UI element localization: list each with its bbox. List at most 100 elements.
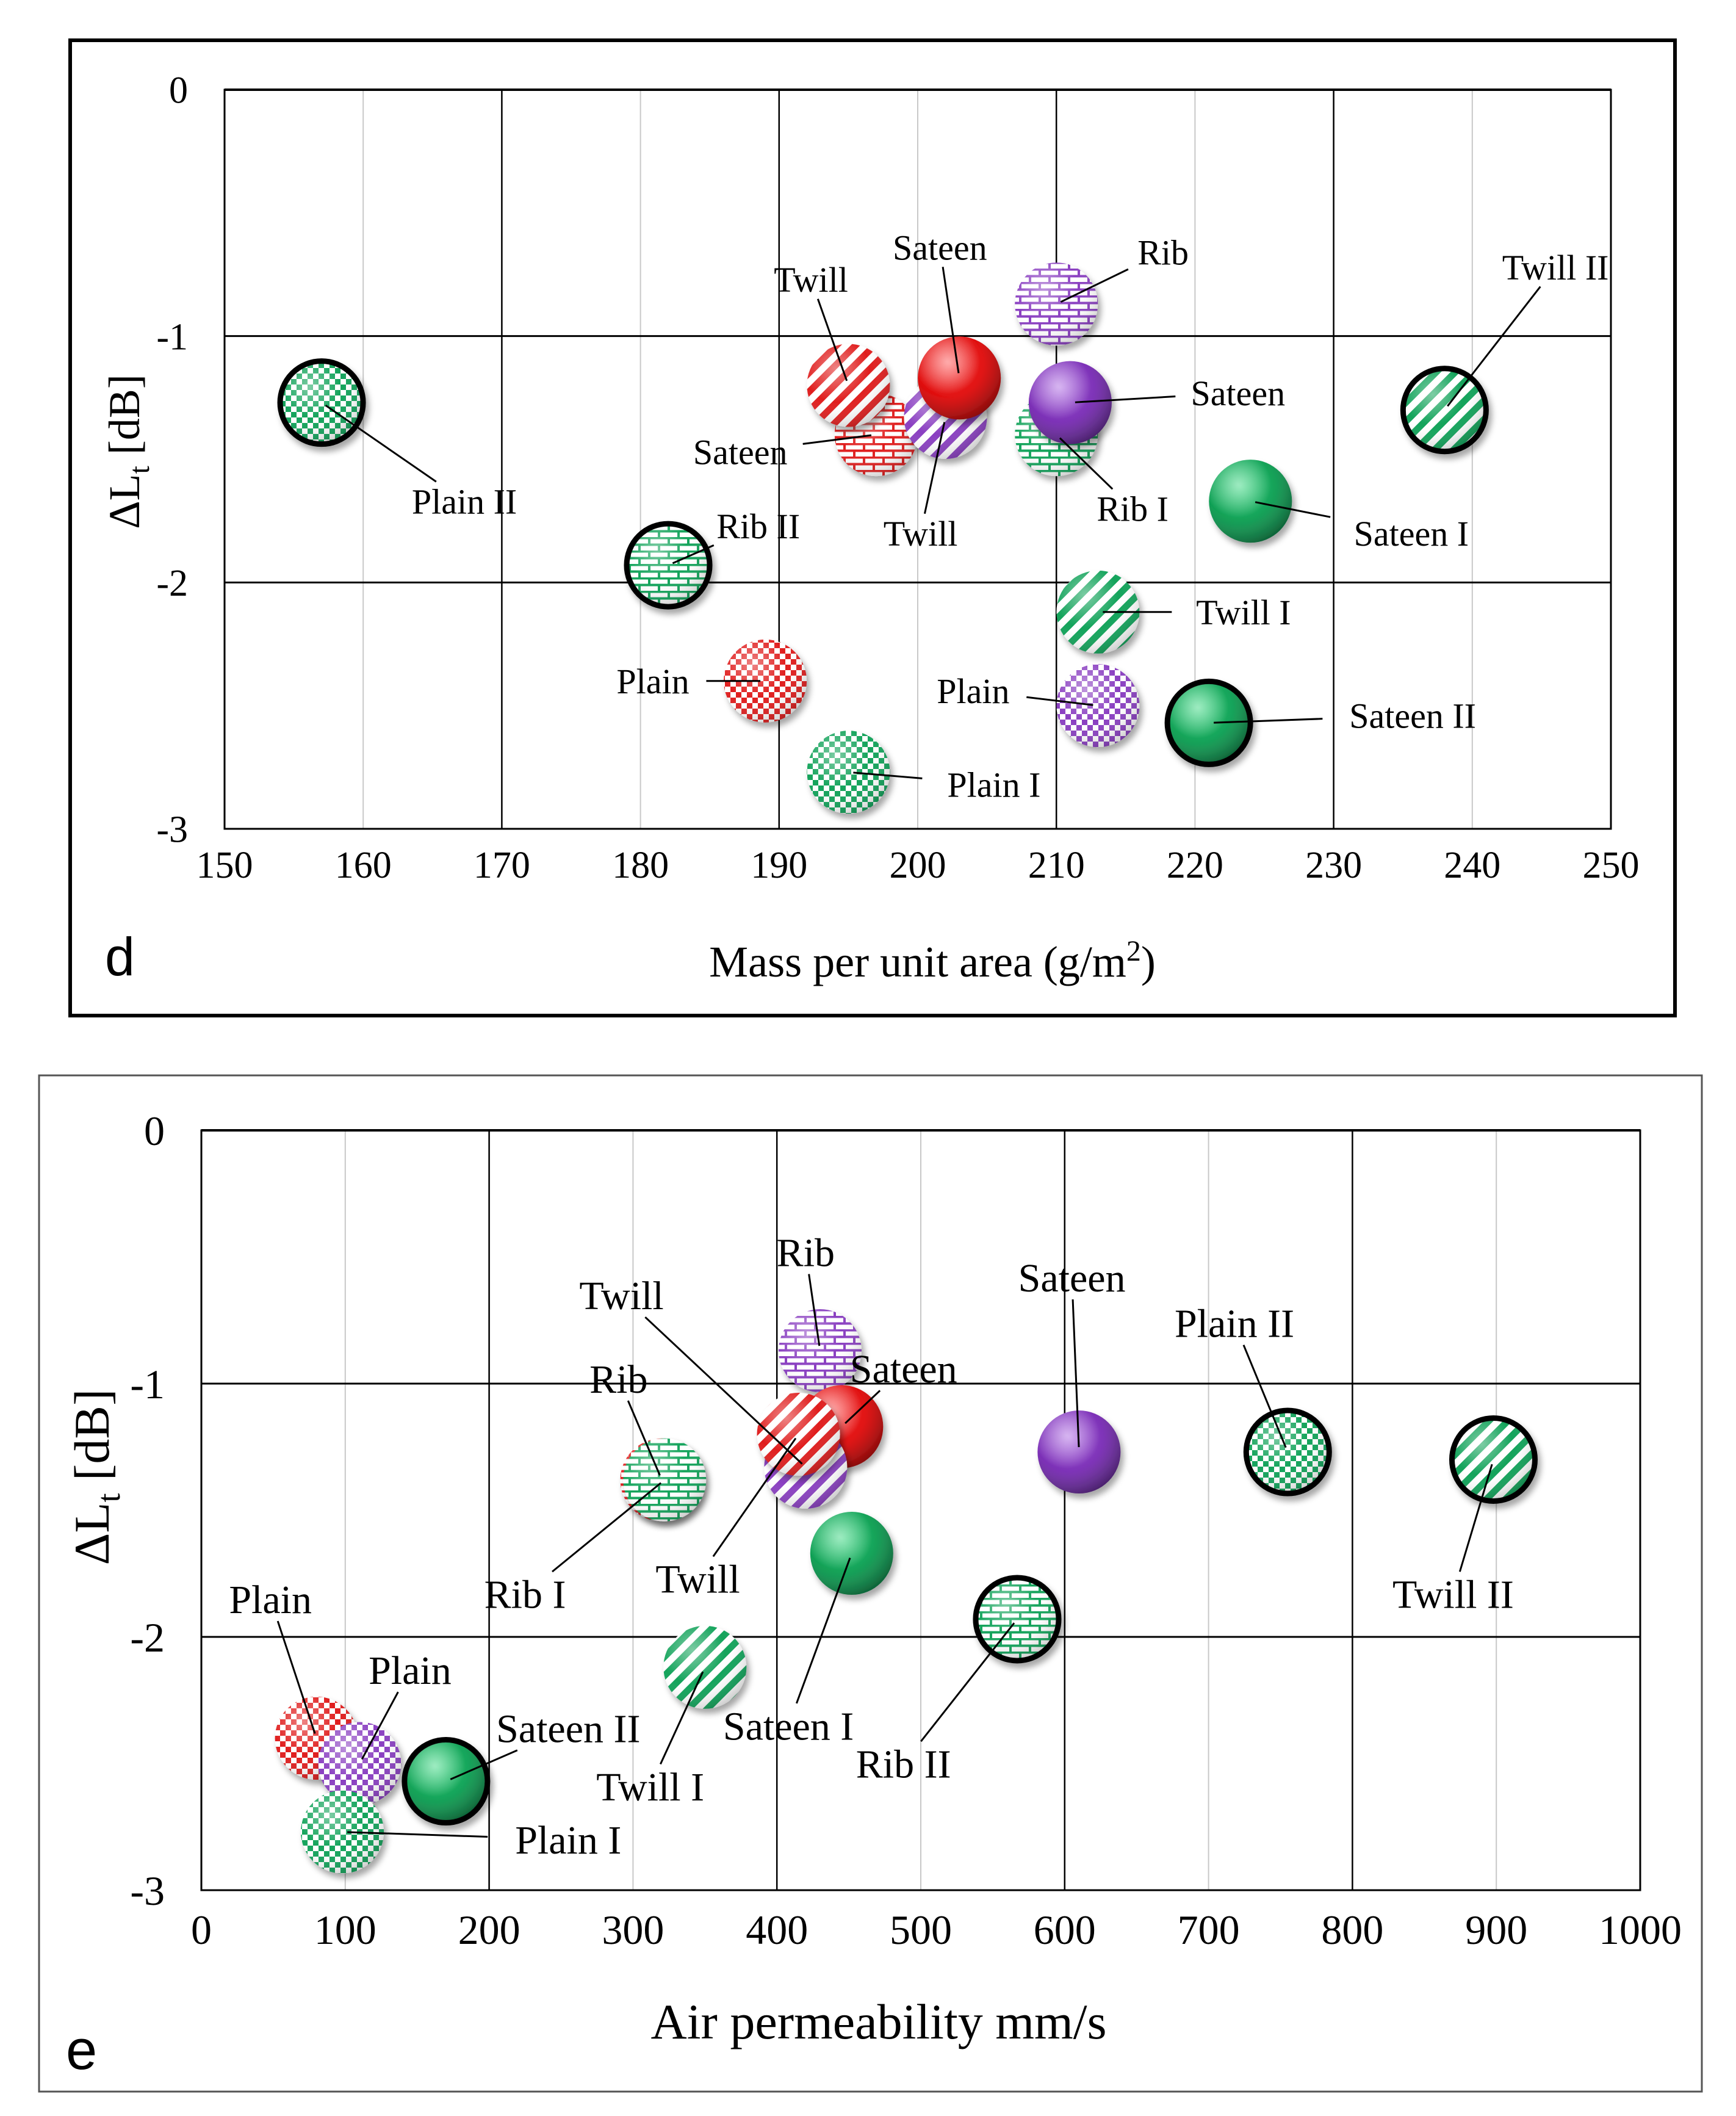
data-label: Plain I <box>947 765 1040 805</box>
data-label: Plain <box>616 662 689 701</box>
x-tick-label: 0 <box>191 1907 212 1953</box>
data-point-shine <box>1056 570 1140 654</box>
data-point-shine <box>1405 370 1484 449</box>
data-point <box>1400 366 1489 455</box>
y-tick-label: 0 <box>169 70 188 112</box>
label-leader-line <box>347 1831 488 1838</box>
label-leader-line <box>1071 1299 1080 1448</box>
x-tick-label: 200 <box>890 845 946 886</box>
data-point <box>1243 1407 1332 1497</box>
x-tick-label: 500 <box>890 1907 952 1953</box>
data-label: Plain I <box>515 1818 621 1863</box>
label-leader-line <box>712 1437 797 1558</box>
data-point-shine <box>918 336 1001 420</box>
label-leader-line <box>276 1620 316 1734</box>
data-point-shine <box>1015 262 1098 346</box>
x-tick-label: 170 <box>474 845 530 886</box>
data-label: Twill I <box>596 1765 704 1810</box>
data-label: Rib <box>1137 233 1189 273</box>
data-point <box>1015 262 1098 346</box>
x-tick-label: 200 <box>458 1907 520 1953</box>
data-point-shine <box>623 1438 707 1522</box>
data-point-shine <box>778 1309 862 1393</box>
data-point <box>1164 678 1253 767</box>
data-label: Rib <box>777 1230 835 1275</box>
label-leader-line <box>808 1274 821 1346</box>
data-point <box>1209 460 1292 543</box>
data-point-shine <box>318 1722 402 1805</box>
data-point <box>1028 361 1112 444</box>
data-label: Plain II <box>412 482 517 521</box>
data-point-shine <box>663 1625 747 1709</box>
y-axis-title: ΔLt [dB] <box>64 1389 127 1565</box>
x-tick-label: 210 <box>1028 845 1085 886</box>
label-leader-line <box>644 1316 803 1465</box>
chart-panel-e: 0 100 200 300 400 500 600 700 800 900 10000-1-2-3 … <box>64 1108 1682 2081</box>
data-point-shine <box>724 639 807 723</box>
data-point-shine <box>1454 1420 1533 1499</box>
x-axis-title: Mass per unit area (g/m2) <box>709 935 1156 986</box>
data-point <box>1056 664 1140 748</box>
label-leader-line <box>920 1622 1015 1742</box>
data-point-shine <box>1209 460 1292 543</box>
data-point-shine <box>406 1742 485 1821</box>
label-leader-line <box>325 404 437 483</box>
data-point <box>1056 570 1140 654</box>
y-tick-label: -2 <box>156 563 188 604</box>
data-label: Twill <box>655 1558 740 1602</box>
data-label: Twill II <box>1392 1573 1514 1617</box>
x-tick-label: 300 <box>602 1907 664 1953</box>
data-label: Sateen <box>1018 1256 1126 1301</box>
data-point <box>1449 1415 1538 1504</box>
panel-label-d: d <box>105 926 135 987</box>
data-point-shine <box>807 344 890 427</box>
data-label: Twill <box>774 260 848 300</box>
label-leader-line <box>660 1671 704 1765</box>
label-leader-line <box>1060 268 1129 303</box>
label-leader-line <box>845 1390 881 1425</box>
label-leader-line <box>361 1691 399 1760</box>
data-label: Sateen I <box>1354 514 1469 554</box>
data-point <box>778 1309 862 1393</box>
x-tick-label: 900 <box>1465 1907 1527 1953</box>
x-tick-label: 100 <box>314 1907 376 1953</box>
label-leader-line <box>853 771 923 779</box>
data-label: Sateen <box>850 1347 957 1392</box>
data-label: Plain <box>369 1648 452 1693</box>
label-leader-line <box>1242 1345 1287 1448</box>
x-tick-label: 700 <box>1178 1907 1240 1953</box>
data-label: Sateen II <box>496 1707 640 1752</box>
data-point <box>623 1438 707 1522</box>
label-leader-line <box>1026 696 1093 706</box>
x-tick-label: 250 <box>1583 845 1640 886</box>
x-tick-label: 1000 <box>1599 1907 1682 1953</box>
data-point <box>757 1393 840 1476</box>
plot-area-border <box>200 1129 1641 1891</box>
x-tick-label: 160 <box>335 845 392 886</box>
x-axis-title: Air permeability mm/s <box>651 1994 1107 2049</box>
label-leader-line <box>450 1749 518 1780</box>
y-tick-label: -3 <box>156 809 188 851</box>
data-label: Sateen <box>693 433 788 472</box>
data-point <box>973 1575 1062 1664</box>
data-point-shine <box>629 526 708 605</box>
data-point <box>1037 1410 1121 1494</box>
data-label: Twill II <box>1502 248 1609 287</box>
label-leader-line <box>1255 501 1331 518</box>
panel-label-e: e <box>66 2019 97 2081</box>
label-leader-line <box>672 544 715 565</box>
label-leader-line <box>627 1400 661 1476</box>
data-label: Plain II <box>1175 1302 1294 1346</box>
label-leader-line <box>816 298 848 381</box>
data-label: Plain <box>937 671 1009 711</box>
label-leader-line <box>1458 1464 1493 1572</box>
data-point-shine <box>1170 684 1248 762</box>
label-leader-line <box>923 422 946 515</box>
data-point <box>624 521 713 610</box>
x-tick-label: 400 <box>746 1907 808 1953</box>
data-point-shine <box>1248 1413 1327 1492</box>
data-point <box>918 336 1001 420</box>
x-tick-label: 180 <box>612 845 669 886</box>
label-leader-line <box>1214 718 1323 724</box>
